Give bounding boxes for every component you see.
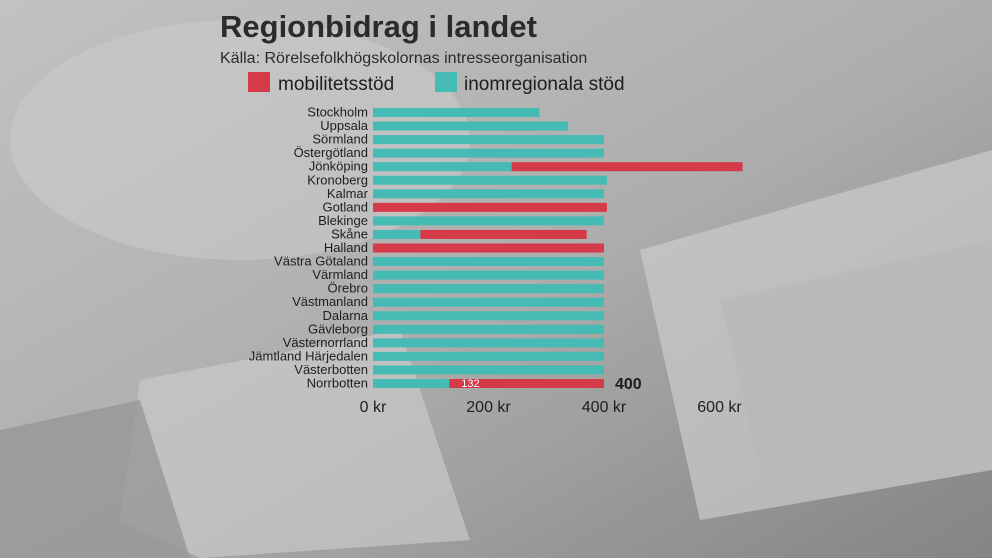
bar-skane-mobilitetsstod [420,229,587,239]
category-label-varmland: Värmland [312,267,368,282]
category-label-norrbotten: Norrbotten [307,376,368,391]
bar-gavleborg-inomregionala-stod [373,324,604,334]
legend-label-inomregionala: inomregionala stöd [464,74,625,95]
x-axis-ticks: 0 kr 200 kr 400 kr 600 kr [360,399,743,416]
bar-norrbotten-inomregionala-stod [373,379,450,388]
bar-jonkoping-mobilitetsstod [511,162,743,172]
category-label-vastra-gotaland: Västra Götaland [274,254,368,269]
bar-vasternorrland-inomregionala-stod [373,338,604,348]
bar-varmland-inomregionala-stod [373,270,604,280]
category-label-ostergotland: Östergötland [294,145,368,160]
bar-vasterbotten-inomregionala-stod [373,365,604,375]
legend-swatch-mobilitetsstod [248,72,270,92]
category-label-halland: Halland [324,240,368,255]
bar-vastra-gotaland-inomregionala-stod [373,257,604,267]
bar-sormland-inomregionala-stod [373,135,604,145]
bar-vastmanland-inomregionala-stod [373,297,604,307]
annotations: 132 400 [461,376,642,393]
category-labels: StockholmUppsalaSörmlandÖstergötlandJönk… [249,105,369,391]
category-label-jonkoping: Jönköping [309,159,368,174]
category-label-orebro: Örebro [328,281,368,296]
bar-jamtland-harjedalen-inomregionala-stod [373,351,604,361]
category-label-blekinge: Blekinge [318,213,368,228]
x-tick-label-200: 200 kr [466,399,511,416]
legend: mobilitetsstöd inomregionala stöd [248,72,625,95]
category-label-vasterbotten: Västerbotten [294,362,368,377]
bar-stockholm-inomregionala-stod [373,108,540,117]
bar-kalmar-inomregionala-stod [373,189,604,199]
chart-subtitle: Källa: Rörelsefolkhögskolornas intresseo… [220,50,587,67]
bar-uppsala-inomregionala-stod [373,121,569,131]
category-label-jamtland-harjedalen: Jämtland Härjedalen [249,348,368,363]
legend-swatch-inomregionala [435,72,457,92]
bar-norrbotten-mobilitetsstod [449,379,604,388]
annotation-inside-norrbotten: 132 [461,378,479,390]
bar-gotland-mobilitetsstod [373,202,607,212]
bar-halland-mobilitetsstod [373,243,604,253]
bar-jonkoping-inomregionala-stod [373,162,512,172]
x-tick-label-0: 0 kr [360,399,387,416]
bar-orebro-inomregionala-stod [373,284,604,294]
chart-title: Regionbidrag i landet [220,9,537,44]
x-tick-label-400: 400 kr [582,399,627,416]
category-label-gotland: Gotland [322,199,368,214]
x-tick-label-600: 600 kr [697,399,742,416]
category-label-vastmanland: Västmanland [292,294,368,309]
category-label-skane: Skåne [331,226,368,241]
category-label-kronoberg: Kronoberg [307,172,368,187]
category-label-stockholm: Stockholm [307,105,368,120]
bar-blekinge-inomregionala-stod [373,216,604,226]
category-label-vasternorrland: Västernorrland [283,335,368,350]
annotation-end-norrbotten: 400 [615,376,642,393]
category-label-sormland: Sörmland [312,132,368,147]
bars [373,108,743,388]
bar-dalarna-inomregionala-stod [373,311,604,321]
category-label-gavleborg: Gävleborg [308,321,368,336]
bar-ostergotland-inomregionala-stod [373,148,604,158]
bar-kronoberg-inomregionala-stod [373,175,607,185]
category-label-dalarna: Dalarna [322,308,368,323]
legend-label-mobilitetsstod: mobilitetsstöd [278,74,394,95]
bar-skane-inomregionala-stod [373,229,421,239]
category-label-kalmar: Kalmar [327,186,369,201]
category-label-uppsala: Uppsala [320,118,368,133]
